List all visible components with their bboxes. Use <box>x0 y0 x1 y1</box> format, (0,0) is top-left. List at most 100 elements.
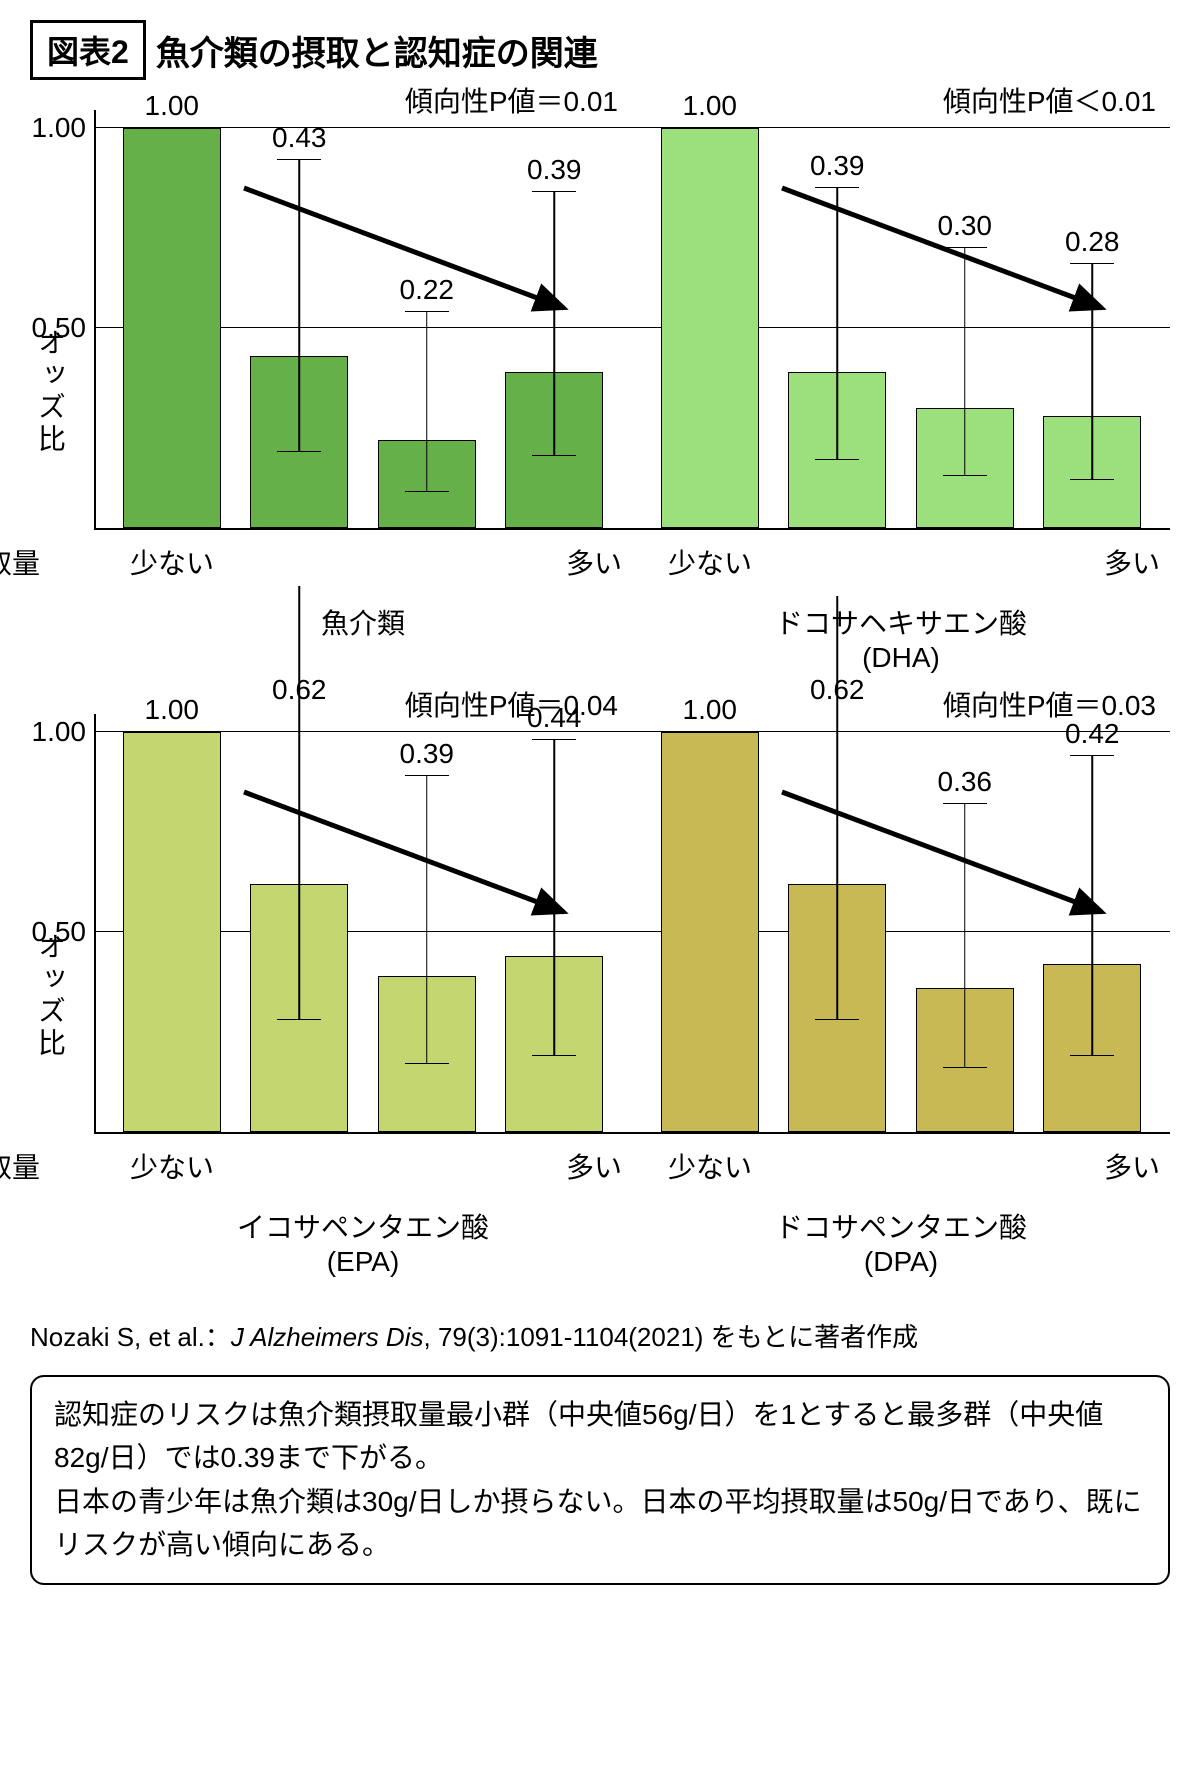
bars-group: 1.00 0.62 0.39 0.44 <box>94 714 632 1132</box>
x-label-low: 少ない <box>130 542 214 582</box>
chart-panel-seafood: 1.000.501.000.430.220.39傾向性P値＝0.01少ない多い魚… <box>94 110 632 674</box>
chart-row: オッズ比1.000.501.000.620.390.44傾向性P値＝0.04少な… <box>30 714 1170 1278</box>
intake-axis-label: 摂取量 <box>0 1146 40 1186</box>
error-cap-low <box>943 1067 987 1069</box>
error-bar <box>964 804 966 1068</box>
bars-group: 1.000.430.220.39 <box>94 110 632 528</box>
error-cap-low <box>815 459 859 461</box>
error-cap-low <box>815 1019 859 1021</box>
error-cap-low <box>532 1055 576 1057</box>
bar-group: 1.00 <box>660 732 760 1132</box>
bar-value-label: 0.43 <box>239 122 359 154</box>
error-bar <box>1092 756 1094 1056</box>
error-cap-high <box>277 159 321 161</box>
x-label-high: 多い <box>566 1146 622 1186</box>
error-bar <box>426 312 428 492</box>
x-axis-labels: 少ない 多い <box>94 530 632 588</box>
y-label-column: オッズ比 <box>30 714 94 1278</box>
error-cap-low <box>532 455 576 457</box>
y-axis-label: オッズ比 <box>30 328 70 456</box>
panel-pair: 1.000.501.000.430.220.39傾向性P値＝0.01少ない多い魚… <box>94 110 1170 674</box>
chart-panel-dha: 1.000.390.300.28傾向性P値＜0.01少ない多いドコサヘキサエン酸… <box>632 110 1170 674</box>
note-text: 認知症のリスクは魚介類摂取量最小群（中央値56g/日）を1とすると最多群（中央値… <box>54 1399 1142 1560</box>
bar-value-label: 1.00 <box>112 694 232 726</box>
bar-value-label: 0.30 <box>905 210 1025 242</box>
panel-name: イコサペンタエン酸 <box>94 1206 632 1246</box>
x-label-low: 少ない <box>668 1146 752 1186</box>
plot-area: 1.000.620.360.42傾向性P値＝0.03 <box>632 714 1170 1134</box>
bar-group: 1.00 <box>122 732 222 1132</box>
y-tick-label: 1.00 <box>24 716 86 748</box>
figure-title: 魚介類の摂取と認知症の関連 <box>156 26 598 75</box>
y-label-column: オッズ比 <box>30 110 94 674</box>
p-value-label: 傾向性P値＜0.01 <box>943 80 1156 120</box>
error-cap-high <box>532 739 576 741</box>
bar <box>123 732 221 1132</box>
citation-suffix: , 79(3):1091-1104(2021) をもとに著者作成 <box>424 1322 919 1352</box>
error-cap-high <box>1070 755 1114 757</box>
error-bar <box>299 586 301 1020</box>
bar <box>661 732 759 1132</box>
bar-value-label: 0.39 <box>494 154 614 186</box>
error-cap-low <box>1070 1055 1114 1057</box>
bar-group: 0.42 <box>1042 964 1142 1132</box>
chart-row: オッズ比1.000.501.000.430.220.39傾向性P値＝0.01少な… <box>30 110 1170 674</box>
bar-group: 0.22 <box>377 440 477 528</box>
bar-value-label: 1.00 <box>650 90 770 122</box>
bar-group: 0.44 <box>504 956 604 1132</box>
y-tick-label: 1.00 <box>24 112 86 144</box>
p-value-label: 傾向性P値＝0.03 <box>943 684 1156 724</box>
bars-group: 1.000.390.300.28 <box>632 110 1170 528</box>
bar <box>123 128 221 528</box>
citation: Nozaki S, et al.：J Alzheimers Dis, 79(3)… <box>30 1318 1170 1357</box>
bars-group: 1.00 0.62 0.36 0.42 <box>632 714 1170 1132</box>
bar-value-label: 1.00 <box>112 90 232 122</box>
error-cap-high <box>1070 263 1114 265</box>
error-cap-high <box>815 187 859 189</box>
y-axis-label: オッズ比 <box>30 932 70 1060</box>
bar-group: 0.30 <box>915 408 1015 528</box>
error-bar <box>837 596 839 1020</box>
error-bar <box>964 248 966 476</box>
panel-pair: 1.000.501.000.620.390.44傾向性P値＝0.04少ない多いイ… <box>94 714 1170 1278</box>
panel-subname: (EPA) <box>94 1246 632 1278</box>
citation-prefix: Nozaki S, et al.： <box>30 1322 231 1352</box>
error-cap-low <box>405 1063 449 1065</box>
bar-group: 0.28 <box>1042 416 1142 528</box>
error-cap-low <box>1070 479 1114 481</box>
error-bar <box>1092 264 1094 480</box>
bar-group: 0.43 <box>249 356 349 528</box>
figure-header: 図表2 魚介類の摂取と認知症の関連 <box>30 20 1170 80</box>
x-label-high: 多い <box>566 542 622 582</box>
error-cap-high <box>943 803 987 805</box>
bar-value-label: 0.39 <box>367 738 487 770</box>
note-box: 認知症のリスクは魚介類摂取量最小群（中央値56g/日）を1とすると最多群（中央値… <box>30 1375 1170 1585</box>
bar-value-label: 0.22 <box>367 274 487 306</box>
error-cap-high <box>405 311 449 313</box>
error-bar <box>554 740 556 1056</box>
x-label-low: 少ない <box>130 1146 214 1186</box>
x-axis-labels: 少ない多い <box>632 530 1170 588</box>
x-label-low: 少ない <box>668 542 752 582</box>
plot-area: 1.000.390.300.28傾向性P値＜0.01 <box>632 110 1170 530</box>
plot-area: 1.000.501.000.620.390.44傾向性P値＝0.04 <box>94 714 632 1134</box>
error-cap-high <box>943 247 987 249</box>
plot-area: 1.000.501.000.430.220.39傾向性P値＝0.01 <box>94 110 632 530</box>
bar-group: 0.62 <box>787 884 887 1132</box>
error-bar <box>299 160 301 452</box>
bar-group: 0.39 <box>504 372 604 528</box>
panel-subname: (DHA) <box>632 642 1170 674</box>
figure-label: 図表2 <box>30 20 146 80</box>
x-axis-labels: 少ない 多い <box>632 1134 1170 1192</box>
error-cap-high <box>405 775 449 777</box>
panel-subname: (DPA) <box>632 1246 1170 1278</box>
error-cap-high <box>532 191 576 193</box>
bar-value-label: 0.39 <box>777 150 897 182</box>
error-bar <box>426 776 428 1064</box>
bar-group: 0.36 <box>915 988 1015 1132</box>
bar-group: 0.62 <box>249 884 349 1132</box>
error-cap-low <box>943 475 987 477</box>
error-cap-low <box>277 451 321 453</box>
bar-value-label: 0.36 <box>905 766 1025 798</box>
x-label-high: 多い <box>1104 1146 1160 1186</box>
